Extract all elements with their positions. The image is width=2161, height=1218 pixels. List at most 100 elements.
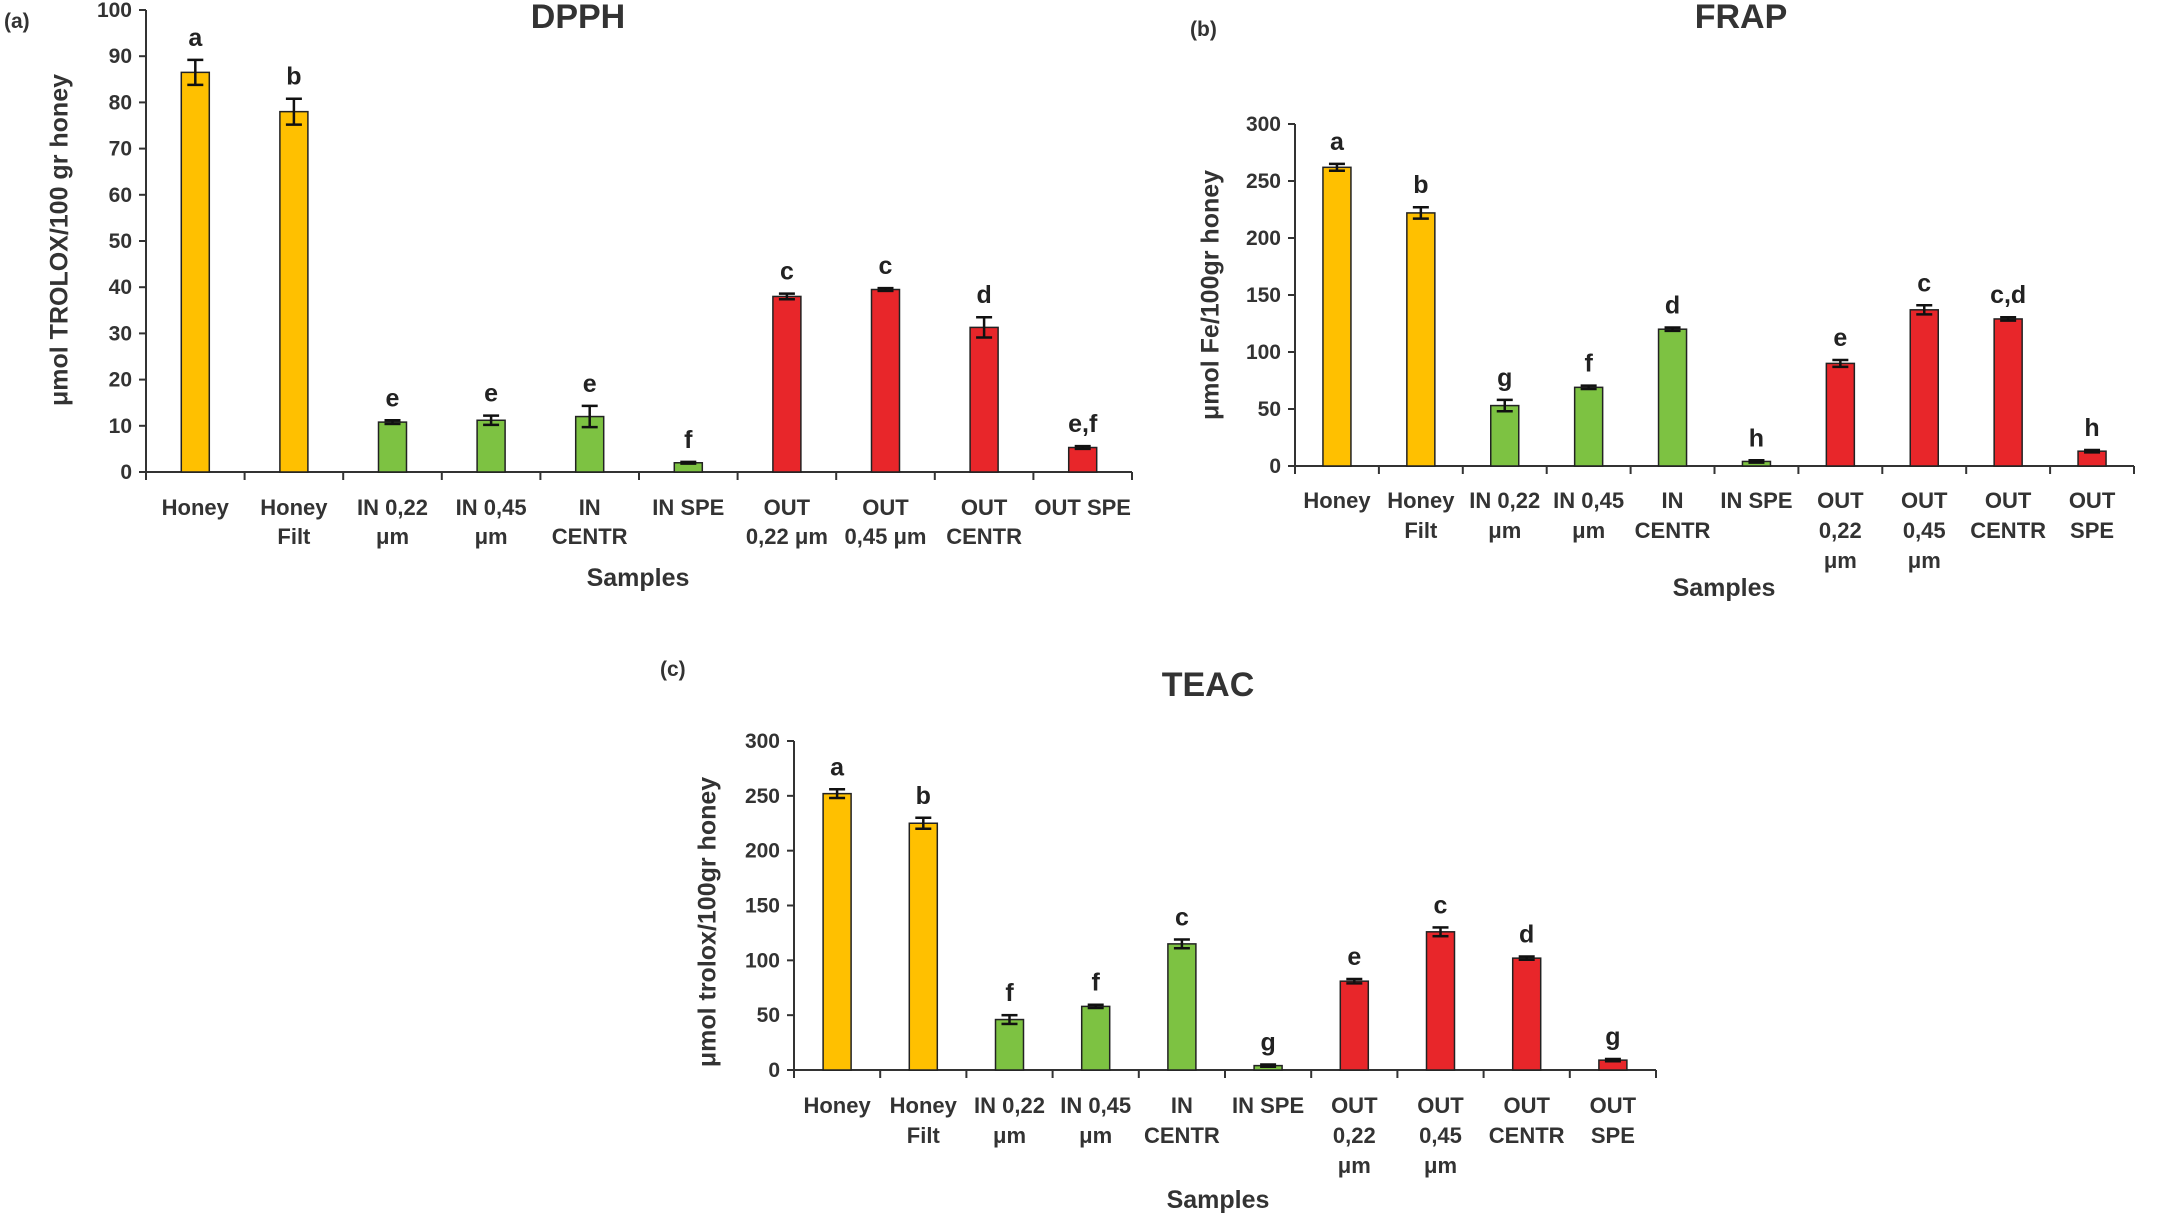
significance-letter: e <box>386 384 400 412</box>
y-tick-label: 200 <box>1246 227 1281 250</box>
x-category-label: IN 0,22 μm <box>1469 488 1540 543</box>
x-category-label: IN CENTR <box>552 495 628 549</box>
bar <box>1511 957 1542 1071</box>
chart-plot: 0 10 20 30 40 50 60 70 80 90 100 a Honey b Honey Filt e I… <box>97 0 1133 549</box>
significance-letter: f <box>1092 969 1101 997</box>
x-axis-title: Samples <box>1166 1186 1270 1214</box>
y-tick-label: 100 <box>1246 341 1281 364</box>
significance-letter: h <box>2084 414 2099 442</box>
significance-letter: a <box>830 753 845 781</box>
y-tick-label: 50 <box>1258 398 1281 421</box>
chart-title: DPPH <box>530 0 626 36</box>
significance-letter: c <box>1175 903 1189 931</box>
y-tick-label: 100 <box>97 0 132 22</box>
bar <box>1067 446 1098 473</box>
x-category-label: Honey <box>162 495 230 520</box>
chart-title: FRAP <box>1694 0 1788 36</box>
y-tick-label: 10 <box>109 415 132 438</box>
significance-letter: e <box>1833 324 1847 352</box>
y-tick-label: 80 <box>109 91 132 114</box>
bar <box>1322 166 1352 467</box>
bar <box>908 822 939 1071</box>
bar <box>476 419 506 473</box>
bar <box>279 110 309 473</box>
panel-label: (c) <box>660 658 686 681</box>
x-category-label: OUT CENTR <box>1970 488 2046 543</box>
bar <box>1080 1005 1111 1071</box>
significance-letter: d <box>1519 920 1534 948</box>
x-category-label: OUT 0,45 μm <box>1417 1093 1464 1178</box>
x-category-label: OUT 0,22 μm <box>746 495 828 549</box>
significance-letter: b <box>916 782 931 810</box>
bar <box>377 421 408 473</box>
y-tick-label: 0 <box>768 1059 780 1082</box>
significance-letter: b <box>1413 171 1428 199</box>
y-tick-label: 250 <box>1246 170 1281 193</box>
bar <box>1993 318 2023 467</box>
bar <box>822 792 852 1071</box>
bar <box>969 326 999 473</box>
y-tick-label: 60 <box>109 184 132 207</box>
y-tick-label: 150 <box>1246 284 1281 307</box>
x-category-label: IN SPE <box>1720 488 1792 513</box>
bar <box>1573 386 1604 467</box>
significance-letter: a <box>1330 128 1345 156</box>
significance-letter: c <box>1917 269 1931 297</box>
significance-letter: d <box>1665 291 1680 319</box>
x-category-label: OUT 0,22 μm <box>1817 488 1864 573</box>
significance-letter: h <box>1749 424 1764 452</box>
x-category-label: OUT CENTR <box>1489 1093 1565 1148</box>
x-category-label: OUT 0,22 μm <box>1331 1093 1378 1178</box>
significance-letter: c <box>879 252 893 280</box>
x-axis-title: Samples <box>586 564 690 592</box>
significance-letter: e <box>1347 943 1361 971</box>
significance-letter: c,d <box>1990 281 2026 309</box>
x-category-label: OUT CENTR <box>946 495 1022 549</box>
x-category-label: IN CENTR <box>1635 488 1711 543</box>
y-tick-label: 20 <box>109 369 132 392</box>
x-category-label: IN 0,45 μm <box>456 495 527 549</box>
x-category-label: OUT SPE <box>1590 1093 1637 1148</box>
bar <box>1909 309 1939 467</box>
significance-letter: f <box>684 426 693 454</box>
bar <box>994 1018 1025 1071</box>
y-tick-label: 250 <box>745 785 780 808</box>
chart-plot: 0 50 100 150 200 250 300 a Honey b Honey Filt f IN 0,… <box>745 730 1657 1178</box>
bar <box>1425 931 1456 1071</box>
x-category-label: OUT 0,45 μm <box>1901 488 1948 573</box>
x-category-label: IN SPE <box>652 495 724 520</box>
significance-letter: e <box>583 370 597 398</box>
x-category-label: Honey <box>1303 488 1371 513</box>
chart-panel-teac: (c) TEAC μmol trolox/100gr honey Samples… <box>640 640 1700 1218</box>
y-tick-label: 90 <box>109 45 132 68</box>
significance-letter: f <box>1005 979 1014 1007</box>
y-tick-label: 50 <box>757 1004 780 1027</box>
x-category-label: OUT SPE <box>1034 495 1131 520</box>
bar <box>180 71 211 473</box>
x-category-label: OUT SPE <box>2069 488 2116 543</box>
y-tick-label: 300 <box>1246 113 1281 136</box>
panel-label: (b) <box>1190 18 1217 41</box>
y-tick-label: 200 <box>745 840 780 863</box>
bar <box>1339 980 1370 1071</box>
y-tick-label: 300 <box>745 730 780 753</box>
y-tick-label: 0 <box>120 461 132 484</box>
bar <box>1406 212 1436 467</box>
x-category-label: OUT 0,45 μm <box>845 495 927 549</box>
bar <box>1657 328 1688 467</box>
x-category-label: Honey Filt <box>890 1093 958 1148</box>
significance-letter: c <box>1434 891 1448 919</box>
panel-label: (a) <box>4 10 30 33</box>
y-tick-label: 30 <box>109 322 132 345</box>
y-tick-label: 100 <box>745 949 780 972</box>
chart-title: TEAC <box>1161 666 1255 704</box>
x-category-label: IN 0,22 μm <box>357 495 428 549</box>
y-tick-label: 50 <box>109 230 132 253</box>
significance-letter: e <box>484 380 498 408</box>
bar <box>772 295 802 473</box>
significance-letter: b <box>286 63 301 91</box>
bar <box>1825 362 1856 467</box>
y-tick-label: 40 <box>109 276 132 299</box>
x-axis-title: Samples <box>1672 574 1776 602</box>
x-category-label: IN 0,45 μm <box>1060 1093 1131 1148</box>
